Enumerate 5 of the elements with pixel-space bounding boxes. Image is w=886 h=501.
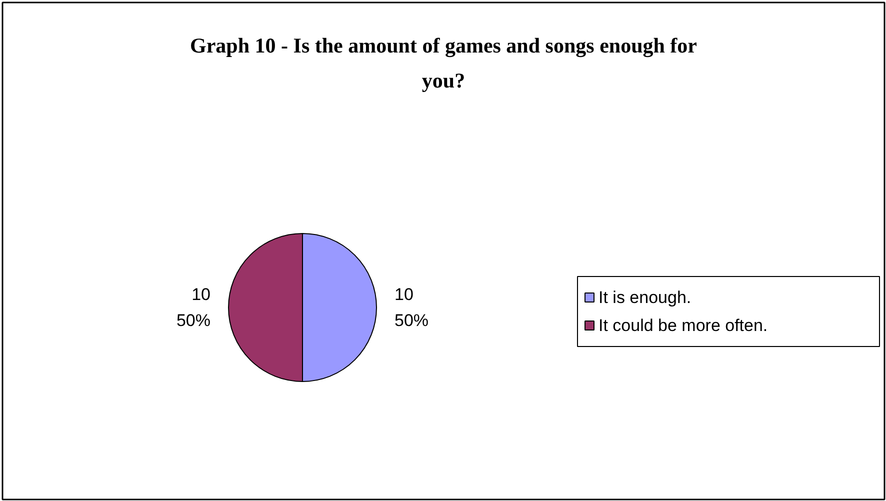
legend-label: It could be more often. (598, 316, 768, 335)
data-label: 10 50% (176, 285, 211, 330)
legend-label: It is enough. (598, 288, 692, 307)
data-label: 10 50% (394, 285, 429, 330)
chart-title: Graph 10 - Is the amount of games and songs enough for you? (190, 34, 697, 92)
